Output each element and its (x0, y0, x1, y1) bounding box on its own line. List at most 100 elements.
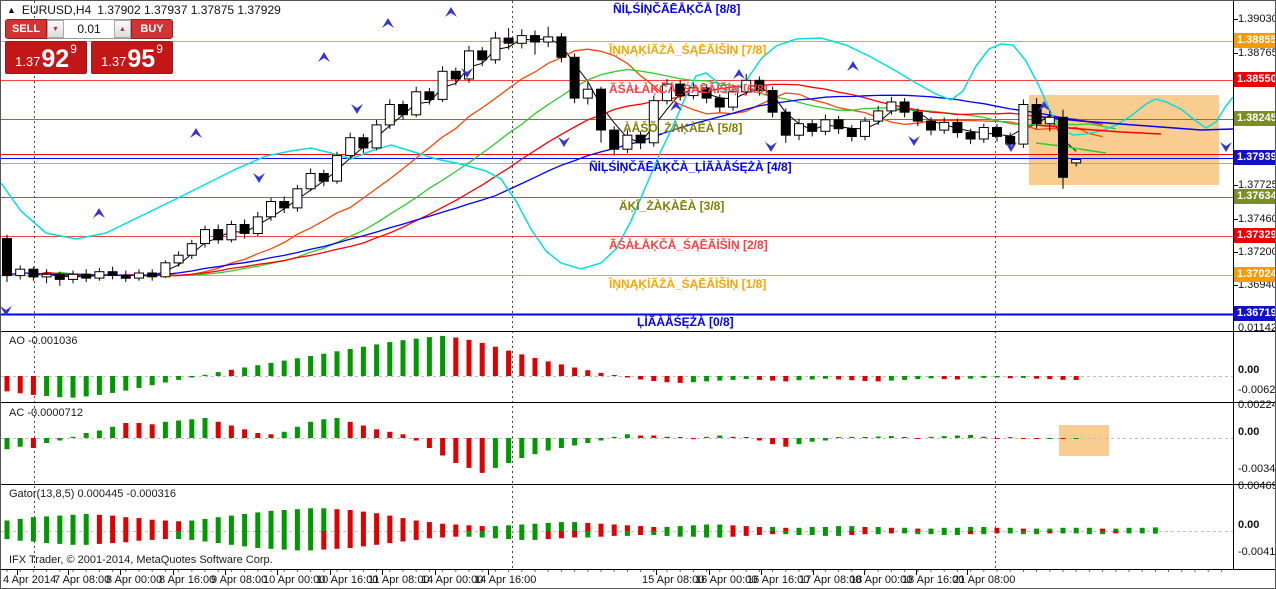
price-axis[interactable] (1234, 1, 1275, 569)
price-axis-separator (1233, 1, 1234, 569)
price-axis-badge: 1.36719 (1234, 306, 1275, 321)
indicator-scale-label: 0.011421 (1238, 322, 1275, 334)
collapse-icon[interactable]: ▲ (7, 5, 16, 15)
indicator-scale-label: -0.006226 (1238, 384, 1276, 396)
indicator-scale-label: 0.00 (1238, 519, 1260, 531)
fractal-down-icon (908, 136, 920, 146)
price-axis-badge: 1.38550 (1234, 72, 1275, 87)
indicator-scale-label: 0.00 (1238, 364, 1260, 376)
time-axis-label: 8 Apr 00:00 (106, 574, 163, 586)
time-axis-label: 14 Apr 16:00 (474, 574, 537, 586)
symbol-title-bar: ▲ EURUSD,H4 1.37902 1.37937 1.37875 1.37… (7, 3, 281, 17)
ac-histogram (4, 418, 1079, 473)
panel-border-gator-time (1, 569, 1275, 570)
fractal-down-icon (1005, 142, 1017, 152)
indicator-scale-label: 0.004698 (1238, 480, 1275, 492)
fractal-up-icon (382, 18, 394, 28)
copyright-text: IFX Trader, © 2001-2014, MetaQuotes Soft… (9, 554, 273, 566)
time-axis-label: 18 Apr 16:00 (902, 574, 965, 586)
time-axis-label: 7 Apr 08:00 (54, 574, 111, 586)
panel-border-main-ao (1, 331, 1275, 332)
ao-indicator-label: AO -0.001036 (9, 335, 78, 347)
sell-price-tile[interactable]: 1.37 92 9 (5, 41, 87, 74)
price-axis-badge: 1.37024 (1234, 267, 1275, 282)
sell-price-big: 92 (41, 44, 70, 73)
murrey-level-label: ÄĶÎ_ŻÀĶÀĒÀ [3/8] (619, 199, 725, 213)
ma-green (46, 68, 1116, 277)
sell-price-prefix: 1.37 (15, 54, 41, 69)
fractal-down-icon (558, 137, 570, 147)
sell-price-sup: 9 (70, 42, 77, 56)
forecast-highlight (1059, 425, 1109, 456)
buy-button[interactable]: BUY (131, 19, 173, 39)
price-axis-label: 1.36940 (1238, 279, 1276, 291)
candles (2, 26, 1082, 286)
indicator-scale-label: 0.00 (1238, 426, 1260, 438)
fractal-up-icon (670, 101, 682, 111)
panel-border-ao-ac (1, 402, 1275, 403)
fractal-up-icon (847, 61, 859, 71)
ma-blue (6, 94, 1077, 277)
price-axis-badge: 1.38245 (1234, 111, 1275, 126)
price-axis-badge: 1.37329 (1234, 228, 1275, 243)
fractal-up-icon (1038, 101, 1050, 111)
price-axis-label: 1.37200 (1238, 246, 1276, 258)
price-axis-label: 1.37725 (1238, 179, 1276, 191)
price-axis-label: 1.38765 (1238, 47, 1276, 59)
murrey-level-label: ÎŅŅĄĶİÃŻÀ_ŚĄĒÃİŠİŅ [7/8] (609, 43, 767, 57)
fractal-up-icon (445, 7, 457, 17)
time-axis-label: 16 Apr 00:00 (695, 574, 758, 586)
fractal-up-icon (190, 128, 202, 138)
fractal-up-icon (93, 208, 105, 218)
murrey-level-label: ÀÅŠÕ_ŻÀĶÀĒÀ [5/8] (623, 121, 743, 135)
indicator-scale-label: -0.003400 (1238, 463, 1276, 475)
one-click-trading-widget: SELL ▼ 0.01 ▲ BUY 1.37 92 9 1.37 95 9 (5, 19, 173, 74)
time-axis-label: 9 Apr 08:00 (211, 574, 268, 586)
time-axis-label: 16 Apr 16:00 (747, 574, 810, 586)
time-axis-label: 17 Apr 08:00 (799, 574, 862, 586)
symbol-ohlc: 1.37902 1.37937 1.37875 1.37929 (97, 3, 281, 17)
time-axis-label: 10 Apr 00:00 (263, 574, 326, 586)
ao-histogram (4, 335, 1079, 398)
indicator-scale-label: -0.004103 (1238, 546, 1276, 558)
time-axis-label: 14 Apr 00:00 (421, 574, 484, 586)
murrey-level-label: ÑİĻŚİŅČÃĒÅĶČÅ [8/8] (613, 2, 741, 16)
price-axis-badge: 1.38855 (1234, 33, 1275, 48)
sell-button[interactable]: SELL (5, 19, 47, 39)
volume-input[interactable]: 0.01 (64, 20, 114, 38)
gator-indicator-label: Gator(13,8,5) 0.000445 -0.000316 (9, 488, 176, 500)
forecast-line (1035, 142, 1107, 154)
time-axis-label: 8 Apr 16:00 (159, 574, 216, 586)
murrey-level-label: ĻİÃÀÅŚĘŻÀ [0/8] (637, 315, 734, 329)
buy-price-prefix: 1.37 (101, 54, 127, 69)
fractal-up-icon (318, 52, 330, 62)
fractal-down-icon (461, 68, 473, 78)
time-axis-label: 15 Apr 08:00 (642, 574, 705, 586)
cyan-channel-line (1, 37, 1234, 270)
volume-spinner: ▼ 0.01 ▲ (47, 19, 131, 39)
price-axis-badge: 1.37939 (1234, 150, 1275, 165)
buy-price-tile[interactable]: 1.37 95 9 (91, 41, 173, 74)
price-axis-badge: 1.37634 (1234, 189, 1275, 204)
indicator-scale-label: 0.002244 (1238, 399, 1275, 411)
buy-price-sup: 9 (156, 42, 163, 56)
price-axis-label: 1.37460 (1238, 213, 1276, 225)
volume-decrease-icon[interactable]: ▼ (47, 20, 64, 38)
murrey-level-label: ÃŠÀŁÀĶČÅ_ŚĄĒÃİŠİŅ [6/8] (609, 82, 768, 96)
forecast-highlight (1029, 95, 1219, 185)
fractal-down-icon (765, 142, 777, 152)
fractal-down-icon (1220, 142, 1232, 152)
murrey-level-label: ÃŚÀŁÅĶČÅ_ŚĄĒÃİŠİŅ [2/8] (609, 238, 768, 252)
ma-fast-black (6, 37, 1077, 278)
time-axis[interactable] (1, 570, 1275, 588)
fractal-down-icon (351, 104, 363, 114)
gator-upper-histogram (4, 508, 1158, 531)
volume-increase-icon[interactable]: ▲ (114, 20, 131, 38)
time-axis-label: 11 Apr 08:00 (368, 574, 430, 586)
symbol-name: EURUSD,H4 (21, 3, 92, 17)
fractal-down-icon (1, 306, 12, 316)
fractal-down-icon (253, 173, 265, 183)
murrey-level-label: ÑİĻŚİŅČÃĒÀĶČÀ_ĻİÃÀÅŚĘŻÀ [4/8] (589, 160, 792, 174)
ma-red (33, 83, 1103, 277)
